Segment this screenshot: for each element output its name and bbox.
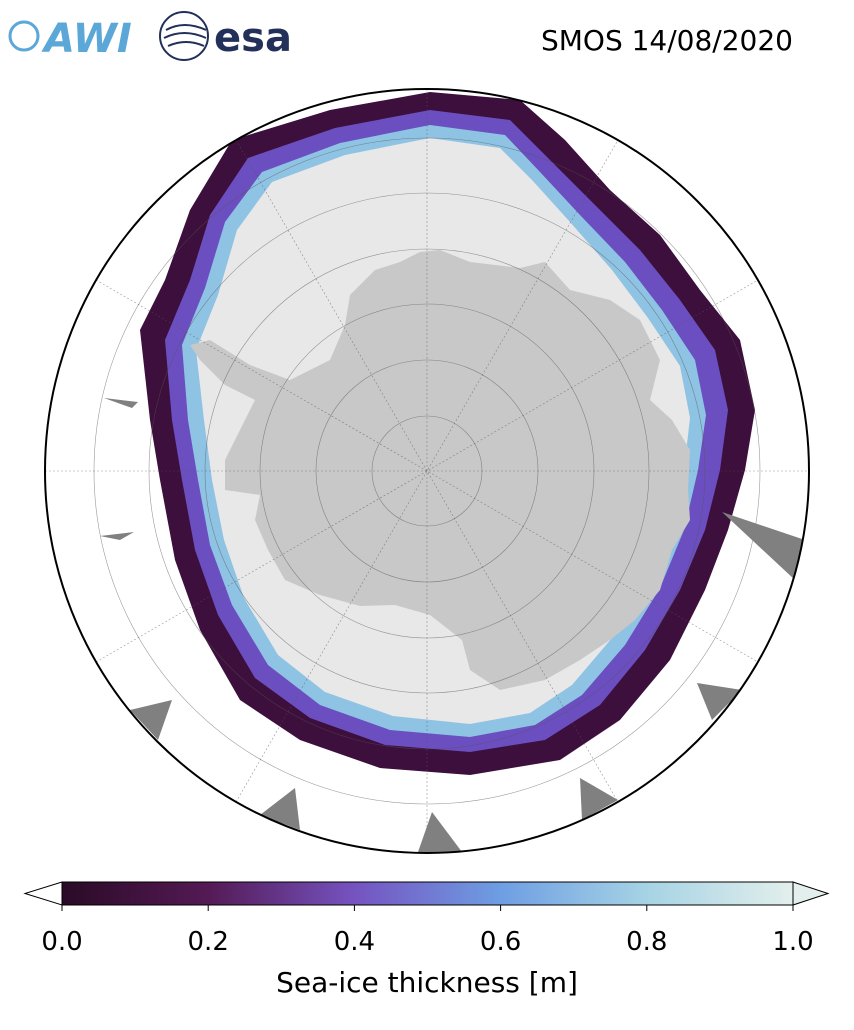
map-frame [44,88,810,854]
awi-logo: AWI [8,16,132,62]
map-title: SMOS 14/08/2020 [541,24,793,57]
antarctica [190,250,690,690]
esa-logo: esa [159,11,292,61]
esa-logo-text: esa [214,15,292,61]
awi-logo-text: AWI [41,16,132,62]
colorbar: 0.0 0.2 0.4 0.6 0.8 1.0 [23,881,830,957]
graticule [45,89,809,853]
colorbar-tick-label: 0.2 [188,927,229,957]
colorbar-extend-max [792,881,830,906]
colorbar-tick-label: 0.0 [41,927,82,957]
map [45,89,809,853]
colorbar-tick-label: 0.6 [480,927,521,957]
colorbar-tick-label: 0.8 [626,927,667,957]
colorbar-tick-label: 0.4 [334,927,375,957]
colorbar-extend-min [23,881,63,906]
colorbar-tick-label: 1.0 [772,927,813,957]
colorbar-bar [61,881,794,906]
colorbar-label: Sea-ice thickness [m] [276,966,578,999]
